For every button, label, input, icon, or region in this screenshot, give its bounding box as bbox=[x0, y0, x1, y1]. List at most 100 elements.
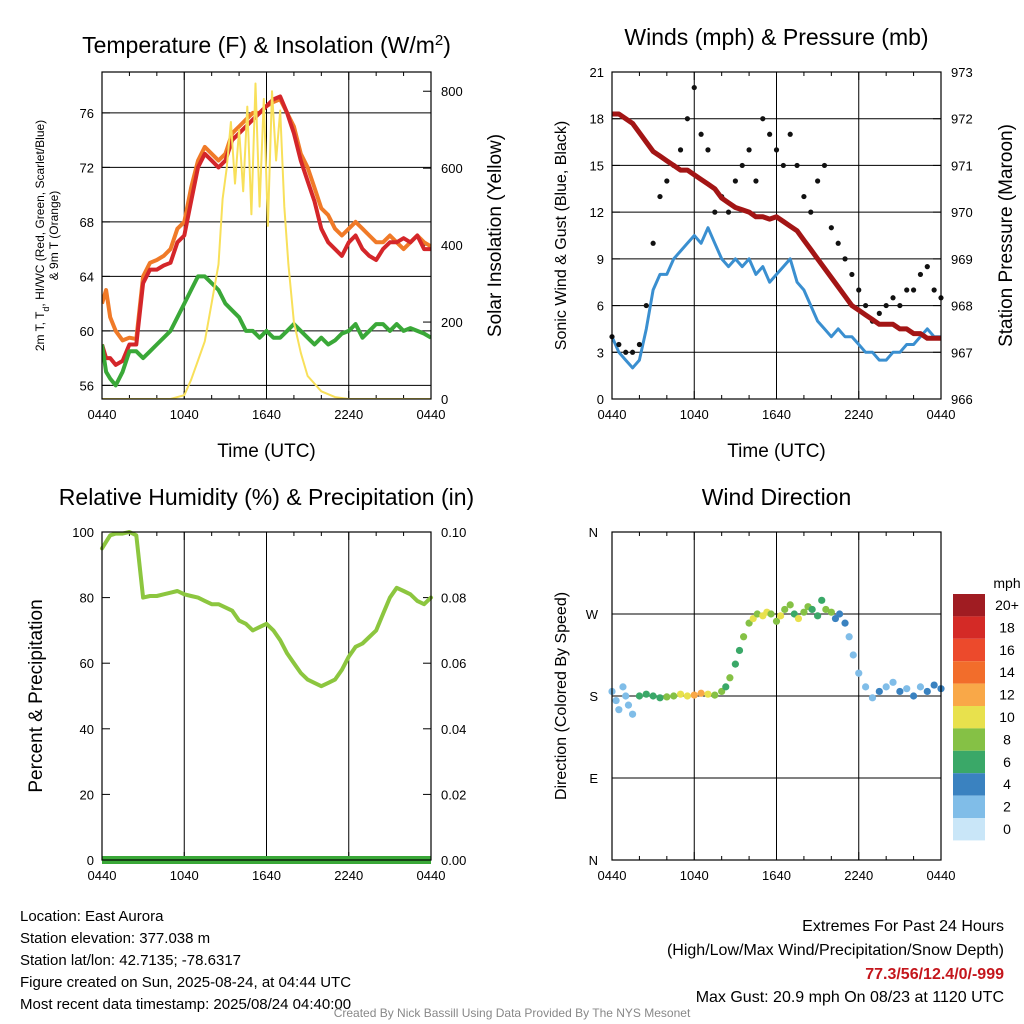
direction-point bbox=[635, 692, 644, 700]
y2-tick-label: 800 bbox=[441, 84, 463, 99]
extremes-title: Extremes For Past 24 Hours bbox=[802, 918, 1004, 935]
y-tick-label: 12 bbox=[590, 205, 604, 220]
x-tick-label: 2240 bbox=[334, 868, 363, 883]
title-main: Temperature (F) & Insolation (W/m bbox=[82, 32, 435, 58]
wind-speed-line bbox=[610, 226, 941, 370]
x-tick-label: 2240 bbox=[334, 407, 363, 422]
gust-point bbox=[842, 256, 848, 262]
gust-point bbox=[732, 178, 738, 184]
colorbar-swatch bbox=[953, 683, 985, 706]
ylabel-part-3: , HI/WC (Red, Green, Scarlet/Blue) bbox=[33, 120, 47, 307]
direction-point bbox=[849, 651, 857, 659]
direction-point bbox=[786, 601, 794, 609]
x-tick-label: 2240 bbox=[844, 868, 873, 883]
gust-point bbox=[856, 287, 862, 293]
direction-point bbox=[656, 694, 664, 702]
gust-point bbox=[821, 162, 828, 169]
direction-point bbox=[923, 687, 931, 696]
y2-tick-label: 400 bbox=[441, 238, 463, 253]
direction-point bbox=[619, 683, 627, 691]
gust-point bbox=[712, 209, 718, 215]
y2-tick-label: 0.06 bbox=[441, 656, 466, 671]
chart-title: Wind Direction bbox=[702, 484, 852, 510]
direction-point bbox=[615, 706, 623, 714]
y-tick-label: 60 bbox=[80, 656, 94, 671]
gust-point bbox=[773, 147, 780, 153]
chart-title: Winds (mph) & Pressure (mb) bbox=[624, 24, 928, 50]
gust-point bbox=[863, 302, 869, 309]
colorbar-label: 8 bbox=[1003, 731, 1011, 747]
direction-point bbox=[814, 612, 822, 620]
direction-point bbox=[896, 687, 904, 696]
y2-axis-label: Station Pressure (Maroon) bbox=[996, 124, 1017, 347]
direction-point bbox=[777, 612, 785, 620]
direction-point bbox=[909, 692, 918, 700]
gust-point bbox=[739, 162, 745, 169]
gust-point bbox=[808, 209, 814, 215]
gust-point bbox=[876, 310, 882, 316]
y2-tick-label: 0.10 bbox=[441, 525, 466, 540]
max-gust-text: Max Gust: 20.9 mph On 08/23 at 1120 UTC bbox=[695, 989, 1004, 1006]
x-tick-label: 0440 bbox=[927, 868, 956, 883]
y-tick-label: 80 bbox=[80, 591, 94, 606]
gust-point bbox=[698, 131, 704, 137]
x-tick-label: 1640 bbox=[762, 868, 791, 883]
x-tick-label: 1640 bbox=[252, 407, 281, 422]
direction-point bbox=[612, 696, 620, 705]
y-tick-label: 6 bbox=[597, 299, 604, 314]
gust-point bbox=[815, 178, 821, 184]
direction-point bbox=[882, 683, 890, 691]
colorbar-title: mph bbox=[993, 575, 1020, 591]
direction-point bbox=[735, 646, 744, 655]
y2-tick-label: 969 bbox=[951, 252, 973, 267]
extremes-subtitle: (High/Low/Max Wind/Precipitation/Snow De… bbox=[666, 942, 1004, 959]
direction-point bbox=[822, 605, 830, 614]
gust-point bbox=[924, 264, 930, 270]
x-tick-label: 1640 bbox=[252, 868, 281, 883]
elevation-text: Station elevation: 377.038 m bbox=[20, 930, 211, 947]
y-tick-label: 3 bbox=[597, 345, 604, 360]
y-tick-label: 15 bbox=[590, 158, 604, 173]
gust-point bbox=[910, 287, 917, 293]
direction-point bbox=[676, 690, 685, 698]
direction-point bbox=[726, 674, 734, 682]
ylabel-sub: d bbox=[41, 307, 51, 312]
title-sup: 2 bbox=[435, 32, 443, 49]
y-tick-label: 21 bbox=[590, 65, 604, 80]
y2-tick-label: 0 bbox=[441, 392, 448, 407]
gust-point bbox=[725, 209, 732, 215]
temp-series-line-3 bbox=[102, 82, 431, 399]
y-tick-label: 60 bbox=[80, 324, 94, 339]
gust-point bbox=[767, 131, 773, 137]
gust-point bbox=[760, 116, 766, 122]
direction-point bbox=[624, 701, 633, 709]
colorbar-label: 2 bbox=[1003, 799, 1011, 815]
created-text: Figure created on Sun, 2025-08-24, at 04… bbox=[20, 974, 352, 991]
direction-point bbox=[628, 710, 637, 718]
y2-tick-label: 0.04 bbox=[441, 722, 466, 737]
temperature-plot-frame bbox=[101, 71, 432, 400]
y-axis-label: Percent & Precipitation bbox=[26, 599, 47, 792]
temp-series-line-2 bbox=[102, 274, 431, 388]
y-tick-label: 9 bbox=[597, 252, 604, 267]
colorbar-swatch bbox=[953, 795, 985, 818]
extremes-values: 77.3/56/12.4/0/-999 bbox=[865, 966, 1004, 983]
direction-point bbox=[767, 610, 775, 618]
gust-point bbox=[890, 295, 896, 301]
gust-point bbox=[705, 147, 711, 153]
gust-point bbox=[883, 302, 889, 309]
direction-point bbox=[670, 692, 678, 700]
x-tick-label: 0440 bbox=[927, 407, 956, 422]
x-tick-label: 0440 bbox=[417, 407, 446, 422]
direction-point bbox=[781, 605, 789, 614]
direction-point bbox=[818, 596, 826, 604]
y-tick-label: E bbox=[589, 771, 598, 786]
direction-point bbox=[740, 633, 748, 641]
y-tick-label: 0 bbox=[597, 392, 604, 407]
direction-point bbox=[753, 610, 761, 618]
y-tick-label: 76 bbox=[80, 106, 94, 121]
x-tick-label: 1040 bbox=[680, 407, 709, 422]
colorbar-label: 0 bbox=[1003, 821, 1011, 837]
gust-point bbox=[835, 240, 841, 246]
